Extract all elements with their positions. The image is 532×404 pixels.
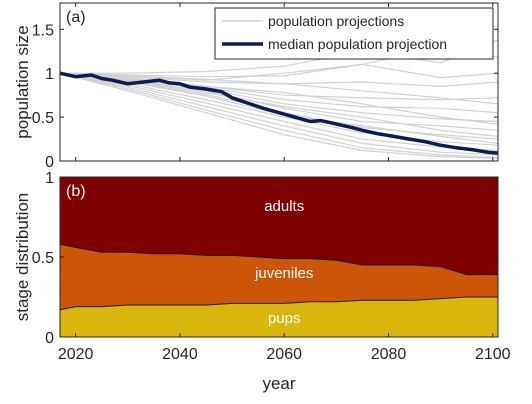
panel-a-y-tick-label-3: 1.5 [32, 22, 54, 39]
juveniles-area [60, 244, 498, 310]
panel-a-y-tick-label-1: 0.5 [32, 110, 54, 127]
juveniles-upper-boundary [59, 243, 498, 276]
legend: population projections median population… [214, 7, 494, 60]
panel-a-frame [59, 2, 499, 162]
panel-a-y-tick-label-0: 0 [45, 154, 54, 171]
panel-b-x-tick-label-2040: 2040 [162, 346, 198, 363]
population-projection-line-6 [59, 72, 499, 114]
panel-a: 0 0.5 1 1.5 (a) population size population … [13, 2, 499, 171]
adults-area [60, 177, 498, 275]
legend-median-label: median population projection [268, 36, 447, 52]
population-projection-line-14 [59, 72, 499, 159]
stage-label-juveniles: juveniles [254, 265, 313, 282]
panel-a-axes: 0 0.5 1 1.5 [32, 3, 498, 171]
panel-b-x-tick-label-2060: 2060 [266, 346, 302, 363]
panel-b-x-tick-label-2020: 2020 [58, 346, 94, 363]
pups-upper-boundary [59, 296, 498, 311]
stage-labels: adults juveniles pups [254, 198, 313, 327]
population-projection-line-12 [59, 72, 499, 156]
panel-b-y-tick-label-2: 1 [45, 170, 54, 187]
x-axis-label: year [262, 374, 295, 393]
panel-a-y-tick-label-2: 1 [45, 66, 54, 83]
stage-label-pups: pups [268, 310, 301, 327]
population-projection-line-5 [59, 72, 499, 101]
panel-b-x-tick-label-2100: 2100 [475, 346, 511, 363]
panel-b-label: (b) [66, 183, 86, 200]
legend-box [214, 7, 494, 60]
panel-b-y-axis-label: stage distribution [13, 193, 32, 322]
population-projection-line-16 [59, 72, 499, 125]
stage-label-adults: adults [264, 198, 304, 215]
panel-a-label: (a) [66, 9, 86, 26]
panel-b-y-tick-label-0: 0 [45, 330, 54, 347]
pups-area [60, 297, 498, 337]
legend-projections-label: population projections [268, 13, 404, 29]
stage-distribution-areas [59, 177, 498, 337]
panel-b-axes: 2020 2040 2060 2080 2100 0 0.5 1 [32, 170, 511, 363]
panel-b-frame [59, 176, 499, 338]
panel-b: adults juveniles pups 2020 2040 2060 2080 2100… [13, 170, 511, 393]
population-projection-line-8 [59, 72, 499, 131]
panel-a-y-axis-label: population size [13, 25, 32, 138]
panel-b-y-tick-label-1: 0.5 [32, 250, 54, 267]
panel-b-x-tick-label-2080: 2080 [371, 346, 407, 363]
population-projection-line-17 [59, 72, 499, 105]
population-projection-line-18 [59, 72, 499, 137]
population-projection-line-13 [59, 72, 499, 159]
population-projection-line-2 [60, 39, 499, 74]
median-population-projection-line [59, 71, 499, 155]
